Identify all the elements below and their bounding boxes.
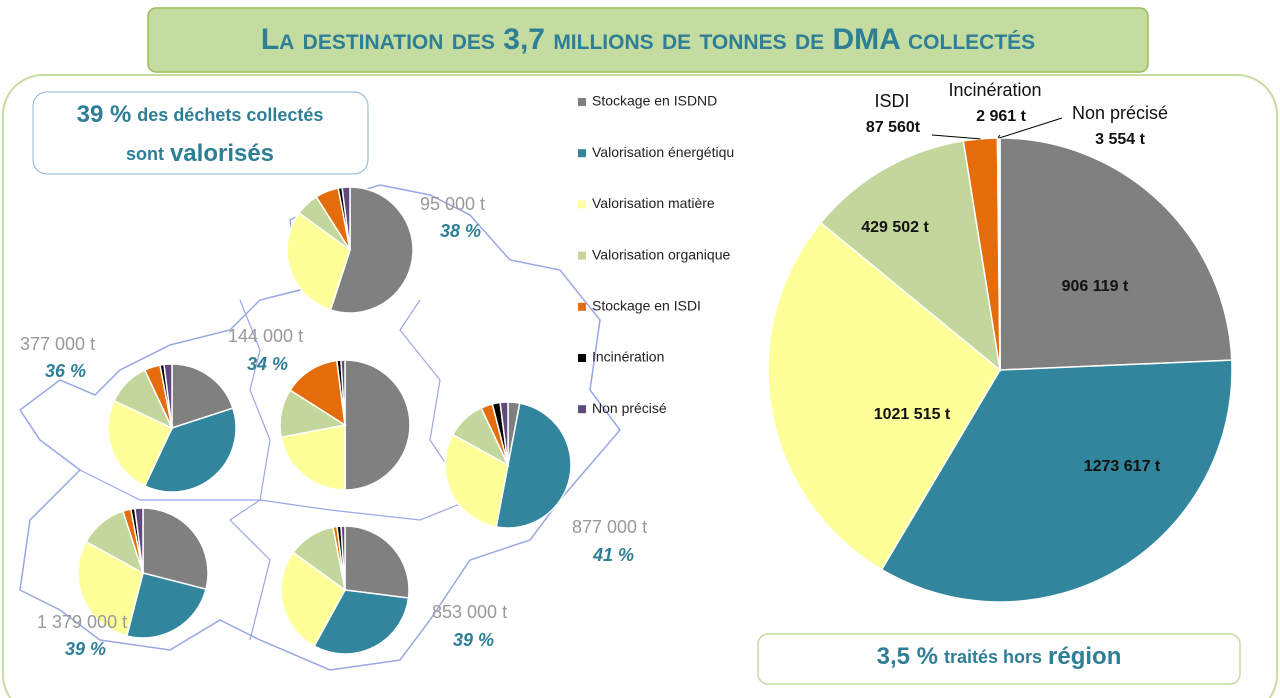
callout-body: des déchets collectés — [137, 105, 323, 125]
legend-swatch — [578, 149, 586, 158]
pie-slice — [340, 525, 346, 591]
percent-label: 39 % — [65, 639, 106, 659]
leader-line — [931, 134, 981, 140]
slice-name: Incinération — [948, 80, 1041, 100]
value-label: 87 560t — [866, 119, 921, 136]
callout-body: traités hors — [944, 647, 1042, 667]
percent-label: 36 % — [45, 361, 86, 381]
pie-slice — [341, 186, 351, 251]
pie-slice — [444, 433, 509, 528]
value-label: 2 961 t — [976, 108, 1026, 125]
pie-slice — [767, 221, 1001, 571]
percent-label: 41 % — [592, 545, 634, 565]
slice-name: ISDI — [874, 91, 909, 111]
total-label: 1 379 000 t — [37, 612, 127, 632]
pie-slice — [171, 363, 234, 430]
callout-highlight: 3,5 % — [877, 643, 938, 670]
legend-swatch — [578, 98, 586, 106]
total-label: 377 000 t — [20, 334, 95, 354]
callout-text: sont valorisés — [126, 140, 274, 167]
pie-slice — [163, 363, 173, 429]
legend-label: Incinération — [592, 349, 664, 365]
total-label: 877 000 t — [572, 517, 647, 537]
pie-slice — [107, 399, 173, 487]
pie-slice — [142, 507, 209, 591]
value-label: 906 119 t — [1062, 278, 1129, 295]
callout-text: 39 % des déchets collectés — [77, 101, 324, 128]
total-label: 95 000 t — [420, 194, 485, 214]
map-outline — [19, 184, 621, 671]
pie-slice — [143, 407, 237, 493]
legend-swatch — [578, 251, 586, 260]
callout-highlight: 39 % — [77, 101, 132, 128]
callout-strong: valorisés — [170, 140, 274, 167]
total-label: 853 000 t — [432, 602, 507, 622]
leader-line — [997, 134, 1001, 139]
callout-box — [32, 91, 369, 175]
pie-slice — [344, 525, 410, 599]
pie-slice — [280, 551, 346, 648]
legend-swatch — [578, 354, 586, 362]
callout-body: sont — [126, 144, 164, 164]
legend-swatch — [578, 302, 586, 311]
pie-slice — [499, 401, 509, 466]
legend-label: Valorisation énergétiqu — [592, 144, 734, 160]
pie-slice — [77, 540, 144, 637]
percent-label: 34 % — [247, 354, 288, 374]
slice-name: Non précisé — [1072, 103, 1168, 123]
legend-label: Stockage en ISDND — [592, 93, 717, 109]
legend-label: Non précisé — [592, 400, 667, 416]
legend-swatch — [578, 405, 586, 414]
title: La destination des 3,7 millions de tonne… — [261, 23, 1035, 56]
percent-label: 38 % — [440, 221, 481, 241]
percent-label: 39 % — [453, 630, 494, 650]
pie-slice — [289, 359, 346, 427]
map-border — [79, 299, 471, 521]
pie-slice — [134, 507, 144, 574]
value-label: 1273 617 t — [1084, 458, 1161, 475]
pie-slice — [329, 186, 414, 314]
value-label: 1021 515 t — [874, 406, 951, 423]
pie-slice — [340, 359, 346, 426]
leader-line — [999, 117, 1063, 139]
pie-slice — [880, 359, 1233, 603]
total-label: 144 000 t — [228, 326, 303, 346]
value-label: 3 554 t — [1095, 131, 1145, 148]
callout-text: 3,5 % traités hors région — [877, 643, 1122, 670]
title-banner — [147, 7, 1149, 73]
legend-swatch — [578, 200, 586, 209]
pie-slice — [344, 359, 411, 491]
pie-slice — [286, 211, 351, 311]
legend-label: Valorisation organique — [592, 246, 730, 262]
map-border — [229, 299, 271, 641]
pie-slice — [125, 572, 207, 639]
legend-label: Stockage en ISDI — [592, 298, 701, 314]
pie-slice — [280, 424, 346, 491]
pie-slice — [999, 137, 1233, 371]
value-label: 429 502 t — [861, 219, 929, 236]
pie-slice — [819, 140, 1002, 372]
pie-slice — [495, 402, 572, 529]
pie-slice — [313, 589, 410, 655]
callout-strong: région — [1048, 643, 1121, 670]
callout-box — [757, 633, 1241, 685]
legend-label: Valorisation matière — [592, 195, 715, 211]
